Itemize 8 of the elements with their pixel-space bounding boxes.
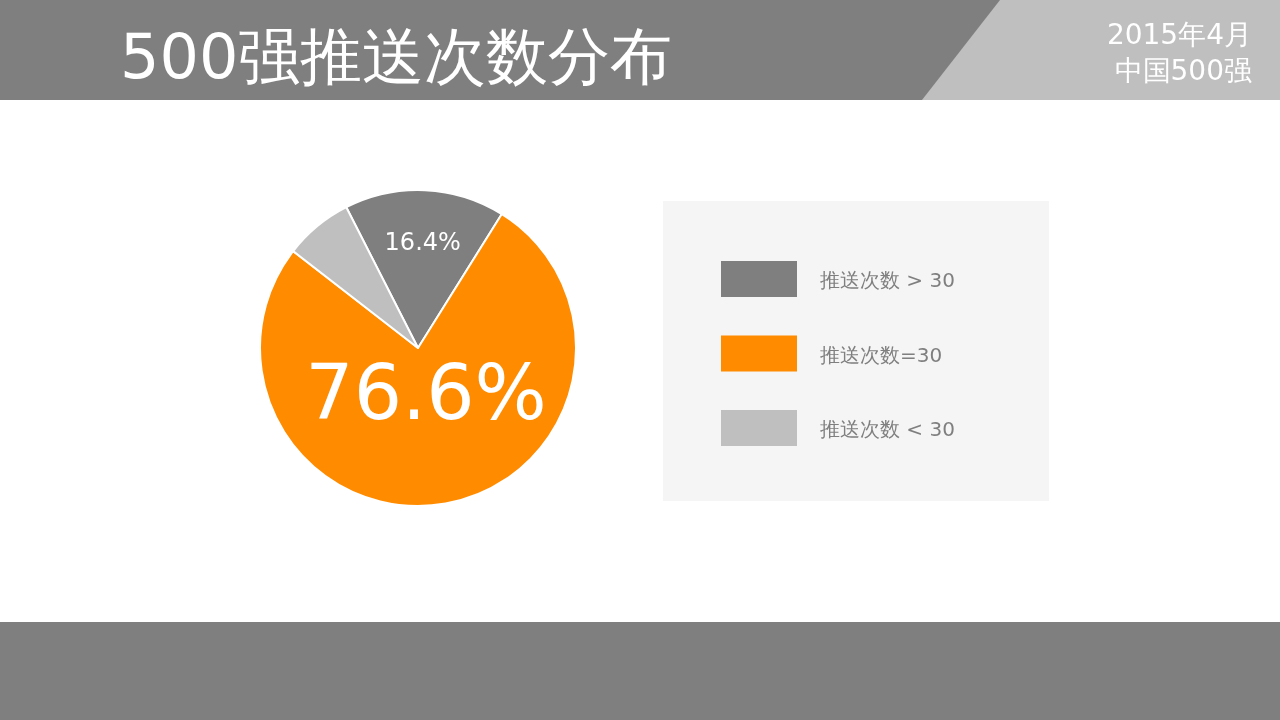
text: 2015年4月: [1106, 18, 1252, 51]
data-label: 76.6%: [305, 348, 547, 438]
legend-label: 推送次数=30: [820, 342, 943, 367]
legend-label: 推送次数 > 30: [820, 268, 955, 292]
chart-title: 500强推送次数分布: [120, 20, 673, 93]
text: 中国500强: [1114, 54, 1252, 87]
data-label: 16.4%: [384, 227, 461, 256]
legend-label: 推送次数 < 30: [820, 417, 955, 441]
